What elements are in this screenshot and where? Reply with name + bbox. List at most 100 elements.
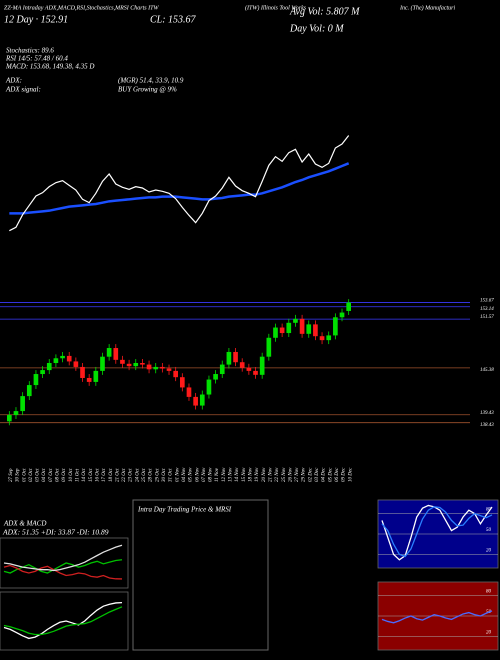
- price-label: 151.57: [480, 315, 494, 320]
- candle-body: [126, 363, 132, 367]
- date-label: 31 Oct: [169, 468, 174, 482]
- candle-body: [106, 348, 112, 357]
- candle-body: [326, 335, 332, 341]
- date-label: 09 Dec: [342, 467, 347, 482]
- date-label: 06 Dec: [335, 467, 340, 482]
- date-label: 04 Dec: [322, 467, 327, 482]
- candle-body: [86, 377, 92, 382]
- date-label: 02 Dec: [308, 467, 313, 482]
- date-label: 01 Oct: [22, 468, 27, 482]
- candle-body: [53, 358, 59, 363]
- y-tick-label: 80: [486, 590, 492, 595]
- y-tick-label: 50: [486, 528, 492, 533]
- date-label: 14 Oct: [82, 468, 87, 482]
- candle-body: [160, 366, 165, 369]
- candle-body: [26, 385, 32, 397]
- date-label: 16 Oct: [95, 468, 100, 482]
- date-label: 08 Oct: [56, 468, 61, 482]
- candle-body: [186, 387, 192, 397]
- candle-body: [246, 367, 252, 371]
- ma-line: [9, 162, 350, 215]
- candle-body: [299, 318, 305, 334]
- candle-body: [313, 324, 318, 337]
- candle-body: [239, 362, 245, 368]
- candle-body: [113, 348, 119, 360]
- date-label: 25 Oct: [142, 468, 147, 482]
- adx-signal-value: BUY Growing @ 9%: [118, 86, 177, 94]
- price-line: [9, 135, 350, 232]
- candle-body: [219, 364, 225, 375]
- candle-body: [153, 366, 159, 370]
- date-label: 05 Dec: [328, 467, 333, 482]
- candle-body: [6, 415, 12, 422]
- candle-body: [333, 317, 338, 336]
- candle-body: [173, 370, 179, 378]
- date-label: 27 Sep: [9, 468, 14, 482]
- date-label: 22 Oct: [122, 468, 127, 482]
- adx-signal: ADX signal:: [5, 86, 41, 94]
- day-vol: Day Vol: 0 M: [289, 23, 344, 34]
- date-label: 02 Oct: [29, 468, 34, 482]
- indicator-line: [3, 606, 123, 636]
- candle-body: [66, 355, 72, 362]
- price-label: 138.43: [480, 423, 494, 428]
- indicator-line: [381, 610, 493, 624]
- indicator-line: [381, 506, 493, 558]
- candle-body: [286, 322, 292, 334]
- price-label: 139.43: [480, 411, 494, 416]
- stoch-info: Stochastics: 89.6: [6, 47, 54, 55]
- indicator-line: [3, 564, 123, 580]
- panel-title: ADX & MACD: [3, 520, 46, 528]
- date-label: 03 Dec: [315, 467, 320, 482]
- date-label: 22 Nov: [275, 467, 280, 482]
- indicator-line: [3, 544, 123, 572]
- candle-body: [46, 363, 52, 371]
- date-label: 07 Oct: [49, 468, 54, 482]
- candle-body: [346, 302, 352, 311]
- date-label: 07 Nov: [202, 467, 207, 482]
- date-label: 10 Oct: [69, 468, 74, 482]
- candle-body: [193, 396, 198, 406]
- date-label: 03 Oct: [36, 468, 41, 482]
- candle-body: [259, 356, 265, 375]
- date-label: 30 Sep: [16, 468, 21, 482]
- date-label: 21 Nov: [268, 467, 273, 482]
- candle-body: [120, 359, 125, 364]
- indicator-line: [381, 504, 493, 561]
- date-label: 26 Nov: [288, 467, 293, 482]
- candle-body: [306, 324, 312, 334]
- candle-body: [233, 351, 238, 363]
- date-label: 04 Oct: [42, 468, 47, 482]
- candle-body: [13, 411, 19, 416]
- date-label: 20 Nov: [262, 467, 267, 482]
- candle-body: [93, 370, 99, 382]
- date-label: 25 Nov: [282, 467, 287, 482]
- candle-body: [133, 363, 139, 367]
- date-label: 04 Nov: [182, 467, 187, 482]
- date-label: 19 Nov: [255, 467, 260, 482]
- avg-vol: Avg Vol: 5.807 M: [289, 6, 360, 17]
- date-label: 17 Oct: [102, 468, 107, 482]
- candle-body: [166, 368, 172, 371]
- candle-body: [319, 336, 325, 341]
- candle-body: [266, 337, 272, 357]
- intraday-title: Intra Day Trading Price & MRSI: [137, 506, 232, 514]
- date-label: 18 Oct: [109, 468, 114, 482]
- candle-body: [60, 355, 65, 359]
- candle-body: [279, 327, 285, 334]
- candle-body: [253, 370, 258, 375]
- price-label: 153.14: [480, 307, 494, 312]
- close-price: CL: 153.67: [150, 14, 197, 25]
- date-label: 09 Oct: [62, 468, 67, 482]
- candle-body: [206, 379, 212, 395]
- header-text: Inc. (The) Manufacturi: [399, 4, 455, 11]
- candle-body: [140, 363, 145, 365]
- date-label: 29 Oct: [155, 468, 160, 482]
- candle-body: [213, 374, 218, 380]
- price-label: 153.67: [480, 299, 494, 304]
- y-tick-label: 20: [486, 549, 492, 554]
- header-text: ZZ-MA Intraday ADX,MACD,RSI,Stochastics,…: [4, 5, 159, 11]
- candle-body: [273, 327, 278, 338]
